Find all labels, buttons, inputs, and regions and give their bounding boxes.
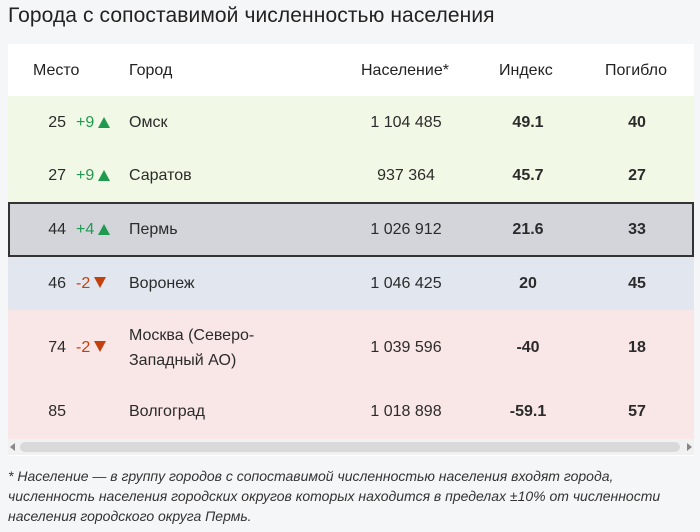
place-value: 46 (48, 275, 66, 292)
table-row: 27 +9 Саратов 937 364 45.7 27 (8, 149, 694, 202)
triangle-up-icon (98, 117, 111, 128)
table-row: 46 -2 Воронеж 1 046 425 20 45 (8, 257, 694, 310)
rank-change: +9 (76, 167, 111, 185)
horizontal-scrollbar[interactable] (8, 439, 694, 455)
column-header-city[interactable]: Город (129, 62, 173, 79)
triangle-up-icon (98, 224, 111, 235)
triangle-down-icon (94, 277, 107, 288)
table-row: 74 -2 Москва (Северо- Западный АО) 1 039… (8, 310, 694, 386)
column-header-deaths[interactable]: Погибло (605, 62, 668, 79)
triangle-down-icon (94, 341, 107, 352)
place-value: 27 (48, 167, 66, 184)
deaths-value: 40 (628, 114, 646, 131)
column-header-population[interactable]: Население* (361, 62, 449, 79)
population-value: 937 364 (377, 167, 435, 184)
cities-table: Место Город Население* Индекс Погибло 25… (8, 44, 694, 456)
scroll-right-arrow-icon[interactable] (687, 443, 692, 451)
table-header: Место Город Население* Индекс Погибло (8, 44, 694, 96)
population-value: 1 026 912 (370, 221, 442, 238)
deaths-value: 45 (628, 275, 646, 292)
table-row: 25 +9 Омск 1 104 485 49.1 40 (8, 96, 694, 149)
footnote: * Население — в группу городов с сопоста… (8, 468, 661, 524)
column-header-index[interactable]: Индекс (499, 62, 553, 79)
triangle-up-icon (98, 170, 111, 181)
city-name-line: Западный АО) (129, 352, 237, 369)
population-value: 1 018 898 (370, 403, 442, 420)
rank-change: +9 (76, 114, 111, 132)
city-name-line: Москва (Северо- (129, 327, 255, 344)
rank-change: -2 (76, 339, 107, 357)
population-value: 1 104 485 (370, 114, 442, 131)
city-name: Саратов (129, 167, 192, 184)
page-title: Города с сопоставимой численностью насел… (8, 4, 495, 27)
deaths-value: 57 (628, 403, 646, 420)
place-value: 44 (48, 221, 66, 238)
rank-change: -2 (76, 275, 107, 293)
scroll-left-arrow-icon[interactable] (10, 443, 15, 451)
table-row-highlighted: 44 +4 Пермь 1 026 912 21.6 33 (8, 202, 694, 257)
index-value: 49.1 (512, 114, 544, 131)
column-header-place[interactable]: Место (33, 62, 80, 79)
city-name: Пермь (129, 221, 178, 238)
city-name: Волгоград (129, 403, 205, 420)
index-value: 20 (519, 275, 537, 292)
city-name: Москва (Северо- Западный АО) (129, 323, 254, 373)
rank-change: +4 (76, 221, 111, 239)
index-value: -40 (516, 339, 540, 356)
deaths-value: 33 (628, 221, 646, 238)
place-value: 25 (48, 114, 66, 131)
index-value: 45.7 (512, 167, 544, 184)
population-value: 1 039 596 (370, 339, 442, 356)
city-name: Омск (129, 114, 168, 131)
city-name: Воронеж (129, 275, 195, 292)
scrollbar-thumb[interactable] (20, 442, 680, 452)
index-value: -59.1 (509, 403, 547, 420)
deaths-value: 27 (628, 167, 646, 184)
deaths-value: 18 (628, 339, 646, 356)
place-value: 85 (48, 403, 66, 420)
index-value: 21.6 (512, 221, 544, 238)
table-row: 85 Волгоград 1 018 898 -59.1 57 (8, 386, 694, 439)
place-value: 74 (48, 339, 66, 356)
population-value: 1 046 425 (370, 275, 442, 292)
